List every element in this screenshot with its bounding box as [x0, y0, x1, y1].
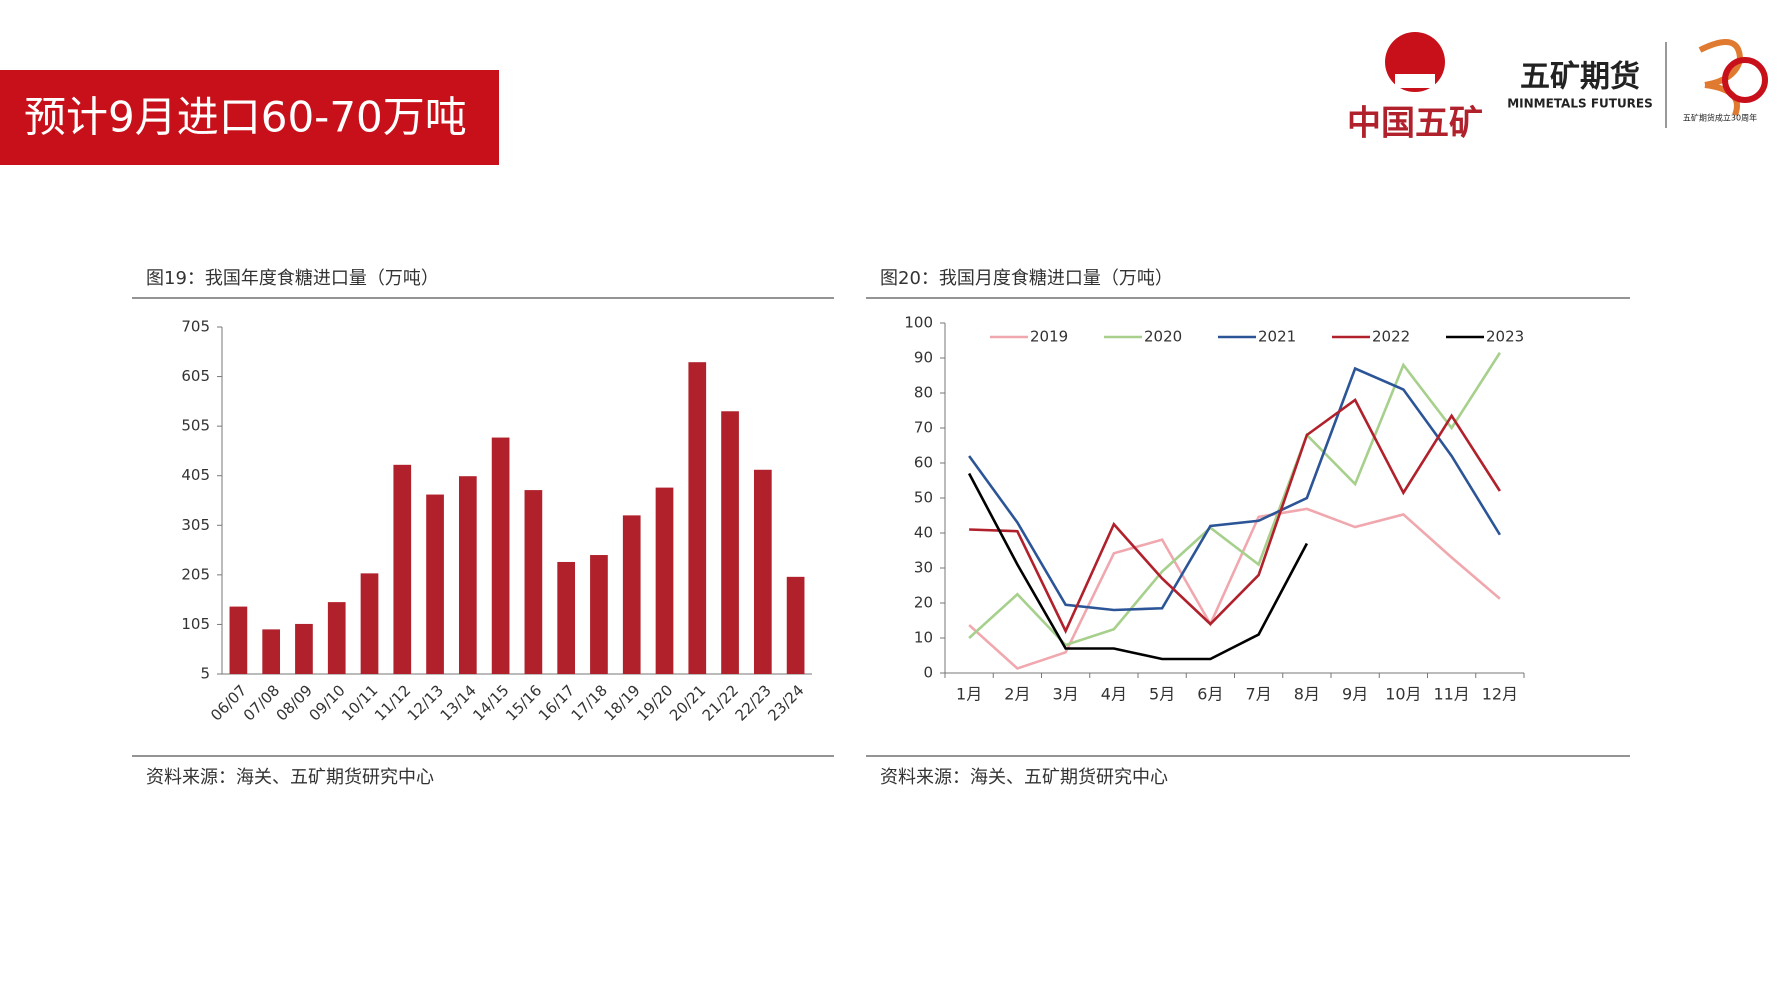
x-tick-label: 14/15 — [469, 681, 512, 724]
y-tick-label: 0 — [923, 664, 933, 682]
title-banner — [0, 70, 499, 165]
x-tick-label: 20/21 — [666, 681, 709, 724]
x-tick-label: 3月 — [1053, 685, 1079, 704]
logo-text: 五矿期货 — [1520, 60, 1640, 95]
legend-label: 2019 — [1030, 328, 1068, 346]
x-tick-label: 11月 — [1433, 685, 1469, 704]
x-tick-label: 12月 — [1482, 685, 1518, 704]
legend-label: 2022 — [1372, 328, 1410, 346]
bar — [688, 362, 707, 674]
logo: 中国五矿 五矿期货 MINMETALS FUTURES 五矿期货成立30周年 — [1347, 32, 1768, 144]
y-tick-label: 305 — [181, 516, 210, 534]
y-tick-label: 10 — [914, 629, 933, 647]
y-tick-label: 105 — [181, 615, 210, 633]
bar — [360, 573, 379, 674]
x-tick-label: 12/13 — [404, 681, 447, 724]
bar — [262, 629, 281, 674]
bar — [557, 561, 576, 674]
y-tick-label: 80 — [914, 384, 933, 402]
x-tick-label: 16/17 — [535, 681, 578, 724]
x-tick-label: 17/18 — [568, 681, 611, 724]
x-tick-label: 7月 — [1246, 685, 1272, 704]
bar — [426, 494, 444, 674]
legend-label: 2021 — [1258, 328, 1296, 346]
y-tick-label: 100 — [904, 314, 933, 332]
y-tick-label: 205 — [181, 565, 210, 583]
y-tick-label: 505 — [181, 417, 210, 435]
y-tick-label: 405 — [181, 466, 210, 484]
x-tick-label: 23/24 — [764, 681, 807, 724]
x-tick-label: 2月 — [1004, 685, 1030, 704]
y-tick-label: 5 — [200, 665, 210, 683]
bar — [327, 602, 346, 674]
x-tick-label: 9月 — [1342, 685, 1368, 704]
x-tick-label: 13/14 — [437, 681, 480, 724]
x-tick-label: 21/22 — [699, 681, 742, 724]
bar — [491, 437, 510, 674]
bar — [229, 606, 248, 674]
bar — [721, 411, 739, 674]
logo-text: 五矿期货成立30周年 — [1683, 113, 1757, 123]
y-tick-label: 50 — [914, 489, 933, 507]
y-tick-label: 40 — [914, 524, 933, 542]
legend-label: 2023 — [1486, 328, 1524, 346]
x-tick-label: 10/11 — [338, 681, 381, 724]
x-tick-label: 22/23 — [732, 681, 775, 724]
x-tick-label: 19/20 — [633, 681, 676, 724]
x-tick-label: 15/16 — [502, 681, 545, 724]
x-tick-label: 07/08 — [240, 681, 283, 724]
y-tick-label: 60 — [914, 454, 933, 472]
x-tick-label: 06/07 — [207, 681, 250, 724]
bar — [590, 555, 608, 674]
bar — [622, 515, 641, 674]
x-tick-label: 1月 — [956, 685, 982, 704]
x-tick-label: 8月 — [1294, 685, 1320, 704]
series-line — [968, 507, 1501, 670]
x-tick-label: 10月 — [1385, 685, 1421, 704]
x-tick-label: 11/12 — [371, 681, 414, 724]
x-tick-label: 09/10 — [305, 681, 348, 724]
x-tick-label: 6月 — [1197, 685, 1223, 704]
source-note: 资料来源：海关、五矿期货研究中心 — [880, 767, 1168, 788]
bar — [295, 623, 313, 674]
chart-title: 图20：我国月度食糖进口量（万吨） — [880, 268, 1173, 289]
x-tick-label: 18/19 — [600, 681, 643, 724]
legend-label: 2020 — [1144, 328, 1182, 346]
bar — [753, 469, 772, 674]
bar — [786, 576, 805, 674]
x-tick-label: 08/09 — [273, 681, 316, 724]
y-tick-label: 30 — [914, 559, 933, 577]
bar — [655, 487, 674, 674]
series-line — [969, 398, 1501, 635]
chart-title: 图19：我国年度食糖进口量（万吨） — [146, 268, 439, 289]
x-tick-label: 5月 — [1149, 685, 1175, 704]
source-note: 资料来源：海关、五矿期货研究中心 — [146, 767, 434, 788]
bar — [524, 490, 543, 674]
series-line — [967, 472, 1309, 661]
slide-title: 预计9月进口60-70万吨 — [24, 93, 467, 142]
bar — [458, 476, 477, 674]
y-tick-label: 705 — [181, 318, 210, 336]
y-tick-label: 70 — [914, 419, 933, 437]
y-tick-label: 605 — [181, 367, 210, 385]
logo-text: 中国五矿 — [1347, 104, 1483, 144]
y-tick-label: 90 — [914, 349, 933, 367]
bar — [393, 464, 412, 674]
series-line — [968, 366, 1501, 612]
x-tick-label: 4月 — [1101, 685, 1127, 704]
y-tick-label: 20 — [914, 594, 933, 612]
logo-text: MINMETALS FUTURES — [1507, 97, 1653, 111]
